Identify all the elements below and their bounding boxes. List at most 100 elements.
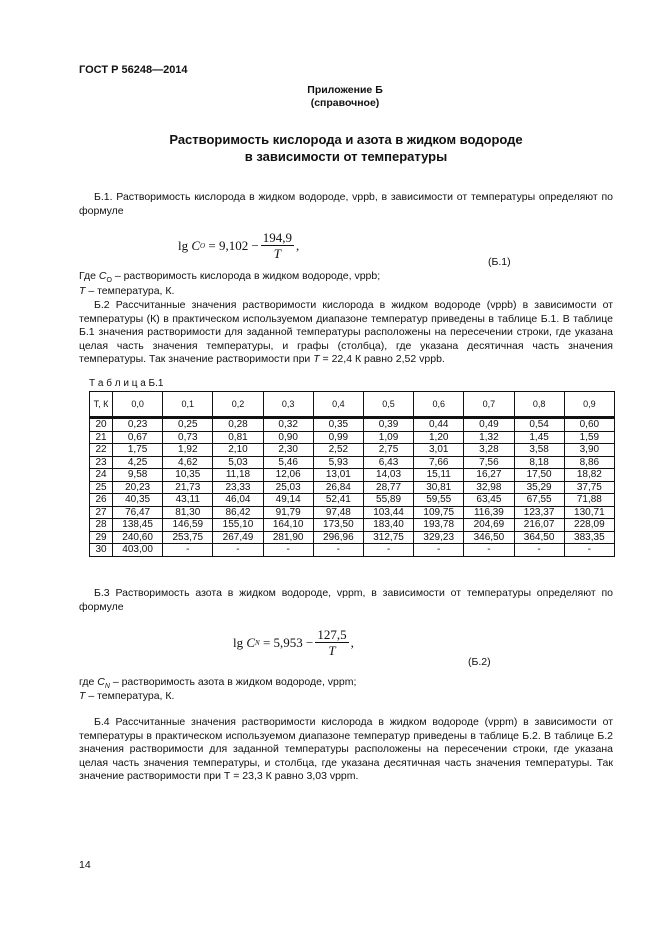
solubility-cell: 164,10 bbox=[262, 518, 314, 532]
solubility-cell: 10,35 bbox=[162, 468, 214, 482]
solubility-cell: 146,59 bbox=[162, 518, 214, 532]
solubility-cell: 130,71 bbox=[563, 505, 616, 519]
solubility-cell: 20,23 bbox=[111, 480, 164, 494]
solubility-cell: 0,39 bbox=[362, 417, 415, 432]
solubility-cell: 116,39 bbox=[463, 505, 515, 519]
temperature-cell: 30 bbox=[89, 543, 113, 557]
solubility-cell: 97,48 bbox=[312, 505, 364, 519]
solubility-cell: 7,56 bbox=[463, 455, 515, 469]
column-header: 0,7 bbox=[463, 391, 515, 418]
formula-const: = 5,953 − bbox=[262, 635, 314, 650]
table-header-row: Т, К 0,0 0,1 0,2 0,3 0,4 0,5 0,6 0,7 0,8 0,9 bbox=[89, 391, 616, 418]
solubility-cell: 267,49 bbox=[212, 530, 264, 544]
column-header: 0,3 bbox=[262, 391, 314, 418]
solubility-cell: 9,58 bbox=[111, 468, 164, 482]
solubility-cell: 1,59 bbox=[563, 430, 616, 444]
solubility-cell: 329,23 bbox=[413, 530, 465, 544]
solubility-cell: 0,73 bbox=[162, 430, 214, 444]
solubility-cell: 0,25 bbox=[162, 417, 214, 432]
solubility-cell: 3,90 bbox=[563, 443, 616, 457]
formula-lg: lg bbox=[178, 238, 189, 253]
where-t: T – температура, К. bbox=[79, 285, 174, 297]
temperature-cell: 28 bbox=[89, 518, 113, 532]
solubility-cell: 0,81 bbox=[212, 430, 264, 444]
table-row: 20 0,23 0,25 0,28 0,32 0,35 0,39 0,44 0,49 0,54 0,… bbox=[89, 417, 616, 432]
where-t2: T – температура, К. bbox=[79, 690, 174, 702]
solubility-cell: 86,42 bbox=[212, 505, 264, 519]
solubility-cell: 4,25 bbox=[111, 455, 164, 469]
page-number: 14 bbox=[79, 859, 91, 871]
solubility-cell: 123,37 bbox=[513, 505, 565, 519]
t-var: T bbox=[79, 690, 86, 702]
b2-text-end: = 22,4 К равно 2,52 vppb. bbox=[319, 353, 445, 366]
solubility-cell: 0,35 bbox=[312, 417, 364, 432]
solubility-cell: 1,09 bbox=[362, 430, 415, 444]
solubility-cell: - bbox=[563, 543, 616, 557]
t-text: – температура, К. bbox=[85, 285, 175, 297]
solubility-cell: 3,58 bbox=[513, 443, 565, 457]
formula-const: = 9,102 − bbox=[208, 238, 259, 253]
formula-label-b1: (Б.1) bbox=[488, 256, 511, 268]
solubility-cell: 0,99 bbox=[312, 430, 364, 444]
where-sub: N bbox=[104, 683, 110, 691]
solubility-cell: 43,11 bbox=[162, 493, 214, 507]
solubility-cell: 173,50 bbox=[312, 518, 364, 532]
formula-fraction: 194,9 T bbox=[260, 230, 295, 262]
table-row: 29 240,60 253,75 267,49 281,90 296,96 312,75 32… bbox=[89, 530, 616, 544]
solubility-cell: 2,75 bbox=[362, 443, 415, 457]
solubility-cell: 1,32 bbox=[463, 430, 515, 444]
solubility-cell: 28,77 bbox=[362, 480, 415, 494]
solubility-cell: 364,50 bbox=[513, 530, 565, 544]
solubility-cell: 14,03 bbox=[362, 468, 415, 482]
solubility-cell: 240,60 bbox=[111, 530, 164, 544]
solubility-cell: - bbox=[262, 543, 314, 557]
solubility-cell: 0,90 bbox=[262, 430, 314, 444]
solubility-cell: 23,33 bbox=[212, 480, 264, 494]
temperature-cell: 22 bbox=[89, 443, 113, 457]
solubility-cell: 0,44 bbox=[413, 417, 465, 432]
column-header: 0,5 bbox=[362, 391, 415, 418]
solubility-cell: 26,84 bbox=[312, 480, 364, 494]
solubility-cell: 37,75 bbox=[563, 480, 616, 494]
solubility-cell: 17,50 bbox=[513, 468, 565, 482]
solubility-cell: 228,09 bbox=[563, 518, 616, 532]
page-title-line1: Растворимость кислорода и азота в жидком… bbox=[169, 132, 523, 147]
column-header: 0,6 bbox=[413, 391, 465, 418]
solubility-cell: 0,32 bbox=[262, 417, 314, 432]
table-row: 26 40,35 43,11 46,04 49,14 52,41 55,89 59,55 63,… bbox=[89, 493, 616, 507]
solubility-cell: 59,55 bbox=[413, 493, 465, 507]
solubility-cell: 2,52 bbox=[312, 443, 364, 457]
formula-sub: N bbox=[255, 639, 260, 647]
solubility-cell: 18,82 bbox=[563, 468, 616, 482]
where-sub: O bbox=[106, 277, 112, 285]
solubility-cell: 1,20 bbox=[413, 430, 465, 444]
solubility-cell: 1,45 bbox=[513, 430, 565, 444]
solubility-cell: 71,88 bbox=[563, 493, 616, 507]
solubility-cell: 21,73 bbox=[162, 480, 214, 494]
table-row: 30 403,00- - - - - - - - - bbox=[89, 543, 616, 557]
solubility-cell: 16,27 bbox=[463, 468, 515, 482]
solubility-cell: 52,41 bbox=[312, 493, 364, 507]
paragraph-b2: Б.2 Рассчитанные значения растворимости … bbox=[79, 299, 613, 367]
solubility-cell: 0,67 bbox=[111, 430, 164, 444]
table-row: 24 9,58 10,35 11,18 12,06 13,01 14,03 15,11 16,2… bbox=[89, 468, 616, 482]
solubility-table: Т, К 0,0 0,1 0,2 0,3 0,4 0,5 0,6 0,7 0,8 0,9 20 0,2… bbox=[89, 391, 616, 557]
formula-comma: , bbox=[296, 238, 300, 253]
where-cn: где CN – растворимость азота в жидком во… bbox=[79, 676, 356, 690]
paragraph-b3: Б.3 Растворимость азота в жидком водород… bbox=[79, 587, 613, 613]
numerator: 127,5 bbox=[315, 627, 349, 643]
solubility-cell: 204,69 bbox=[463, 518, 515, 532]
solubility-cell: 0,54 bbox=[513, 417, 565, 432]
solubility-cell: 40,35 bbox=[111, 493, 164, 507]
paragraph-b1: Б.1. Растворимость кислорода в жидком во… bbox=[79, 191, 613, 217]
denominator: T bbox=[273, 246, 282, 261]
solubility-cell: 8,18 bbox=[513, 455, 565, 469]
solubility-cell: 346,50 bbox=[463, 530, 515, 544]
table-row: 27 76,47 81,30 86,42 91,79 97,48 103,44 109,75 1… bbox=[89, 505, 616, 519]
solubility-cell: - bbox=[413, 543, 465, 557]
formula-comma: , bbox=[350, 635, 354, 650]
column-header: 0,1 bbox=[162, 391, 214, 418]
temperature-cell: 23 bbox=[89, 455, 113, 469]
table-row: 21 0,67 0,73 0,81 0,90 0,99 1,09 1,20 1,32 1,45 1,… bbox=[89, 430, 616, 444]
where-prefix: Где bbox=[79, 270, 99, 282]
